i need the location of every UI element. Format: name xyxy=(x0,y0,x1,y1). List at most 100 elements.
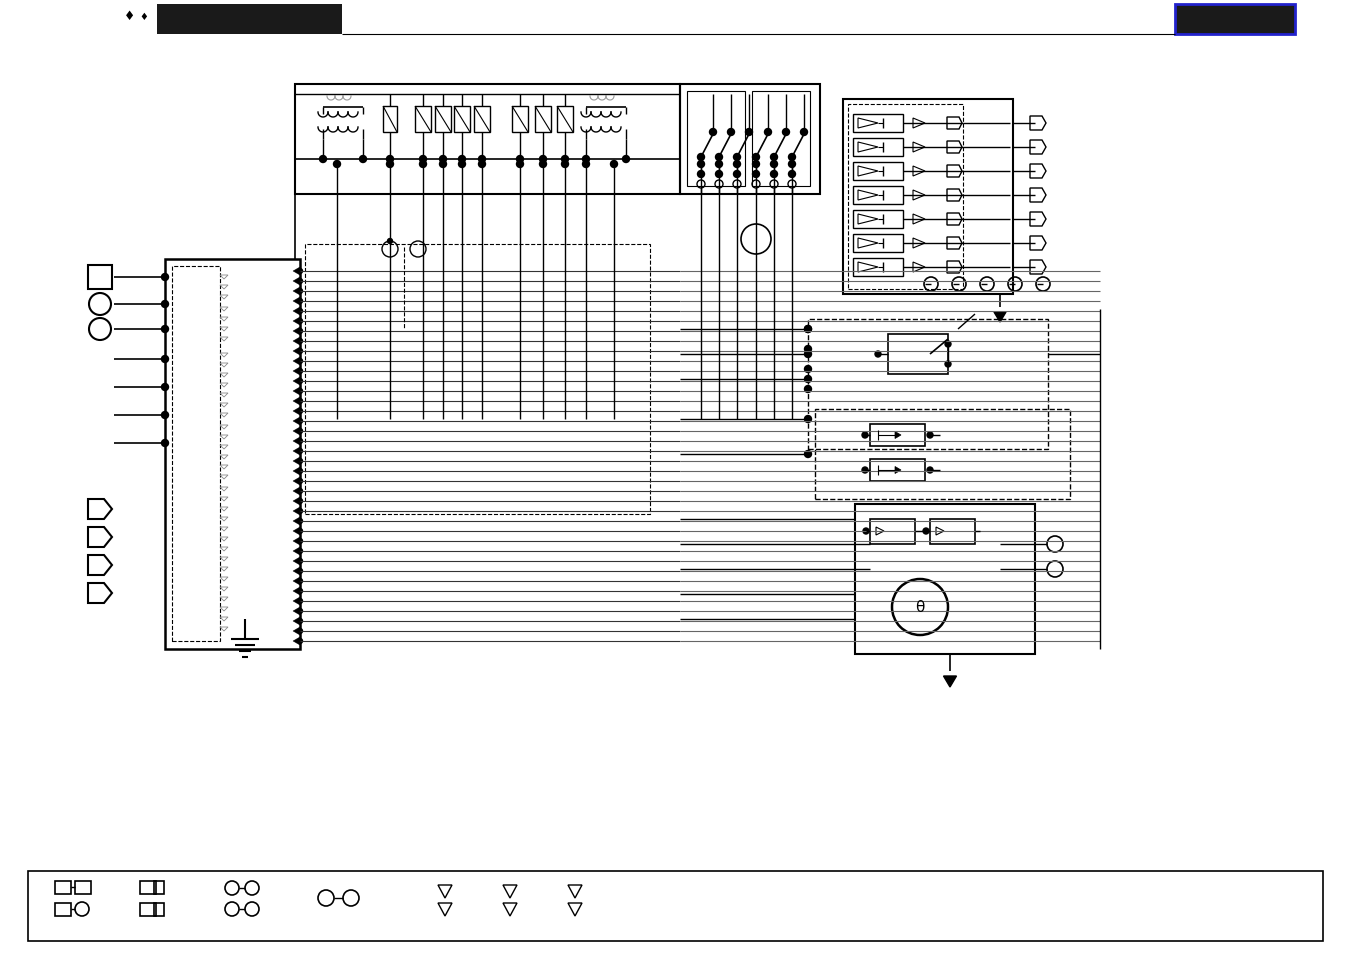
Circle shape xyxy=(297,339,302,344)
Bar xyxy=(842,100,1012,294)
Text: ♦: ♦ xyxy=(139,12,148,22)
Circle shape xyxy=(728,130,734,136)
Circle shape xyxy=(297,419,302,424)
Polygon shape xyxy=(293,308,300,315)
Circle shape xyxy=(927,433,933,438)
Circle shape xyxy=(297,499,302,504)
Polygon shape xyxy=(293,397,300,406)
Polygon shape xyxy=(293,517,300,525)
Circle shape xyxy=(297,529,302,534)
Circle shape xyxy=(540,161,547,169)
Polygon shape xyxy=(293,527,300,536)
Bar xyxy=(680,85,819,194)
Circle shape xyxy=(562,161,568,169)
Circle shape xyxy=(162,356,169,363)
Polygon shape xyxy=(293,537,300,545)
Bar xyxy=(869,424,925,447)
Circle shape xyxy=(297,469,302,474)
Bar xyxy=(752,91,810,187)
Polygon shape xyxy=(293,268,300,275)
Circle shape xyxy=(733,161,741,169)
Bar xyxy=(853,258,903,276)
Circle shape xyxy=(297,379,302,384)
Circle shape xyxy=(945,361,950,368)
Polygon shape xyxy=(293,408,300,416)
Circle shape xyxy=(478,161,486,169)
Circle shape xyxy=(459,161,466,169)
Circle shape xyxy=(297,319,302,324)
Polygon shape xyxy=(944,677,957,687)
Circle shape xyxy=(297,289,302,294)
Circle shape xyxy=(716,161,722,169)
Circle shape xyxy=(478,156,486,163)
Circle shape xyxy=(562,156,568,163)
Circle shape xyxy=(297,489,302,494)
Polygon shape xyxy=(293,357,300,366)
Circle shape xyxy=(297,479,302,484)
Circle shape xyxy=(752,154,760,161)
Circle shape xyxy=(297,519,302,524)
Bar xyxy=(55,903,72,916)
Circle shape xyxy=(459,156,466,163)
Circle shape xyxy=(297,309,302,314)
Polygon shape xyxy=(293,288,300,295)
Polygon shape xyxy=(293,607,300,616)
Circle shape xyxy=(297,629,302,634)
Circle shape xyxy=(801,130,807,136)
Circle shape xyxy=(297,279,302,284)
Circle shape xyxy=(788,172,795,178)
Polygon shape xyxy=(293,368,300,375)
Bar xyxy=(853,139,903,157)
Bar xyxy=(296,85,680,194)
Circle shape xyxy=(517,156,524,163)
Bar xyxy=(435,107,451,132)
Circle shape xyxy=(297,589,302,594)
Circle shape xyxy=(716,172,722,178)
Circle shape xyxy=(420,161,427,169)
Bar xyxy=(853,163,903,181)
Bar xyxy=(930,519,975,544)
Polygon shape xyxy=(293,558,300,565)
Circle shape xyxy=(783,130,790,136)
Circle shape xyxy=(517,161,524,169)
Polygon shape xyxy=(293,437,300,446)
Circle shape xyxy=(752,161,760,169)
Circle shape xyxy=(162,301,169,308)
Polygon shape xyxy=(293,388,300,395)
Bar xyxy=(809,319,1048,450)
Circle shape xyxy=(386,161,393,169)
Circle shape xyxy=(297,269,302,274)
Polygon shape xyxy=(293,457,300,465)
Circle shape xyxy=(297,558,302,564)
Circle shape xyxy=(162,384,169,391)
Circle shape xyxy=(771,161,778,169)
Circle shape xyxy=(582,161,590,169)
Polygon shape xyxy=(293,638,300,645)
Circle shape xyxy=(863,433,868,438)
Bar xyxy=(815,410,1071,499)
Circle shape xyxy=(863,468,868,474)
Bar xyxy=(171,267,220,641)
Circle shape xyxy=(927,468,933,474)
Circle shape xyxy=(420,156,427,163)
Polygon shape xyxy=(293,317,300,326)
Circle shape xyxy=(297,509,302,514)
Polygon shape xyxy=(293,488,300,496)
Polygon shape xyxy=(293,497,300,505)
Circle shape xyxy=(805,451,811,458)
Circle shape xyxy=(698,161,705,169)
Bar xyxy=(869,459,925,481)
Polygon shape xyxy=(293,348,300,355)
Polygon shape xyxy=(293,277,300,286)
Circle shape xyxy=(320,156,327,163)
Bar xyxy=(88,266,112,290)
Circle shape xyxy=(805,346,811,354)
Circle shape xyxy=(297,618,302,624)
Circle shape xyxy=(805,416,811,423)
Circle shape xyxy=(440,156,447,163)
Bar xyxy=(165,260,300,649)
Bar xyxy=(305,245,649,515)
Circle shape xyxy=(788,154,795,161)
Polygon shape xyxy=(293,417,300,426)
Circle shape xyxy=(805,376,811,383)
